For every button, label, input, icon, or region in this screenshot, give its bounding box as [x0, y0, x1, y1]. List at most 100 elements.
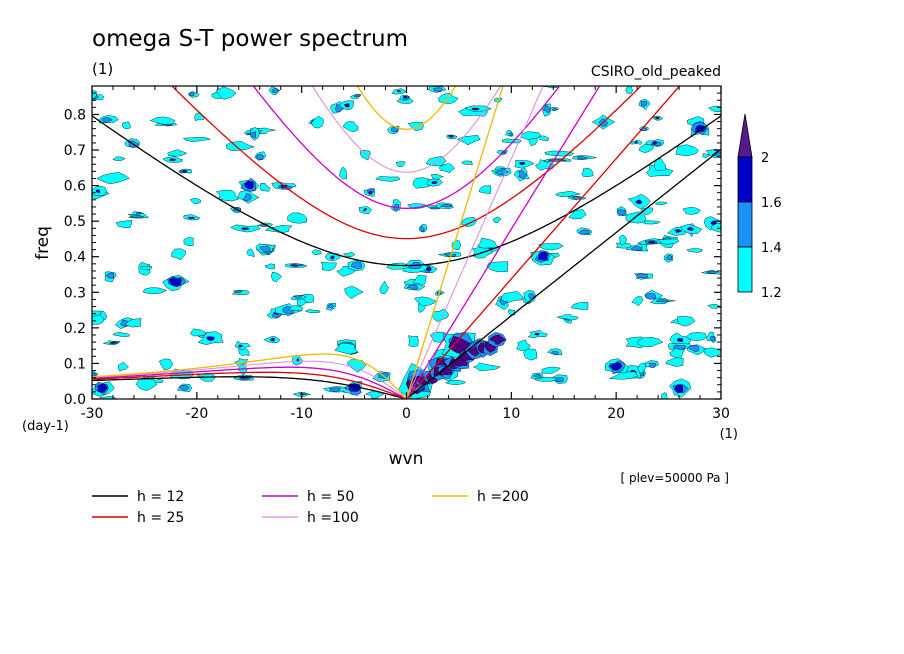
noise-contour-1-2	[183, 237, 194, 247]
noise-contour-1-4	[92, 372, 97, 377]
noise-contour-1-6	[471, 107, 480, 111]
x-axis-label: wvn	[389, 449, 424, 469]
dispersion-curves	[92, 86, 721, 399]
x-tick-label: 10	[502, 406, 520, 422]
model-name: CSIRO_old_peaked	[591, 64, 721, 80]
noise-contour-1-6	[396, 89, 402, 93]
noise-contour-1-2	[246, 248, 255, 258]
noise-contour-1-2	[444, 380, 467, 385]
noise-contour-1-2	[501, 290, 524, 303]
noise-contour-1-2	[287, 212, 308, 224]
noise-contour-1-4	[644, 293, 656, 300]
noise-contour-1-4	[571, 196, 583, 200]
noise-contour-1-6	[290, 264, 299, 267]
noise-contour-1-2	[535, 159, 556, 171]
legend-label-h100: h =100	[307, 510, 359, 526]
noise-contour-1-2	[190, 328, 208, 337]
noise-contour-1-2	[112, 331, 130, 338]
y-tick-label: 0.2	[64, 321, 86, 337]
noise-contour-1-2	[486, 261, 509, 272]
noise-contour-1-6	[656, 116, 660, 120]
noise-contour-1-4	[130, 214, 145, 218]
noise-contour-1-6	[634, 140, 638, 144]
noise-contour-1-2	[665, 357, 684, 367]
noise-contour-1-2	[570, 302, 589, 310]
noise-contour-1-2	[216, 190, 240, 202]
noise-contour-1-2	[676, 316, 696, 327]
inertia-gravity-curve-h200	[356, 86, 457, 130]
noise-contour-1-4	[292, 295, 303, 299]
noise-contour-1-2	[140, 266, 153, 270]
noise-contour-1-2	[121, 121, 131, 129]
peak-contour-core	[244, 180, 254, 189]
rossby-curve-h100	[92, 360, 407, 399]
rossby-curve-h200	[92, 353, 407, 399]
noise-contour-1-2	[657, 238, 680, 245]
legend-label-h200: h =200	[477, 489, 529, 505]
noise-contour-1-4	[630, 246, 643, 251]
noise-contour-1-2	[379, 280, 389, 295]
noise-contour-1-4	[350, 261, 362, 270]
noise-contour-1-4	[578, 229, 591, 235]
axis-ticks	[91, 86, 722, 400]
noise-contour-1-6	[673, 229, 683, 233]
y-tick-label: 0.1	[64, 356, 86, 372]
noise-contour-1-4	[542, 105, 550, 114]
y-tick-label: 0.3	[64, 285, 86, 301]
noise-contour-1-4	[189, 92, 195, 97]
noise-contour-1-2	[707, 304, 721, 309]
noise-contour-1-2	[438, 92, 459, 104]
noise-contour-1-2	[167, 149, 188, 157]
noise-contour-1-2	[555, 190, 581, 197]
colorbar-band-16-2	[737, 156, 753, 203]
noise-contour-1-2	[189, 197, 202, 205]
noise-contour-1-6	[344, 103, 350, 108]
noise-contour-1-2	[661, 392, 668, 399]
noise-contour-1-2	[334, 342, 359, 355]
peak-contour-core	[537, 251, 550, 261]
inertia-gravity-curve-h50	[252, 86, 561, 209]
noise-contour-1-2	[408, 335, 419, 348]
noise-contour-1-4	[242, 193, 252, 202]
noise-contour-1-2	[412, 274, 427, 285]
noise-contour-1-6	[240, 227, 250, 230]
kelvin-curve-h50	[405, 86, 601, 399]
noise-contour-1-2	[523, 348, 538, 361]
noise-contour-1-2	[182, 136, 211, 143]
inertia-gravity-curve-h100	[311, 86, 502, 173]
noise-contour-1-4	[101, 117, 113, 124]
noise-contour-1-2	[339, 166, 347, 180]
noise-contour-1-2	[654, 201, 668, 206]
noise-contour-1-4	[665, 255, 673, 261]
colorbar-label-1-4: 1.4	[761, 241, 782, 256]
noise-contour-1-2	[686, 248, 703, 253]
level-note: [ plev=50000 Pa ]	[620, 471, 729, 485]
spectrum-contours	[92, 86, 721, 399]
noise-contour-1-2	[631, 296, 644, 307]
noise-contour-1-2	[461, 160, 473, 165]
kelvin-curve-h100	[406, 86, 544, 399]
noise-contour-1-4	[518, 170, 528, 179]
noise-contour-1-2	[492, 216, 501, 223]
rossby-curve-h25	[92, 371, 407, 399]
noise-contour-1-6	[402, 95, 407, 99]
noise-contour-1-4	[439, 204, 453, 208]
noise-contour-1-2	[124, 318, 142, 328]
kelvin-curve-h25	[406, 86, 681, 399]
colorbar-label-1-6: 1.6	[761, 196, 782, 211]
noise-contour-1-2	[618, 235, 627, 246]
noise-contour-1-4	[635, 273, 649, 279]
noise-contour-1-4	[687, 344, 700, 353]
noise-contour-1-2	[359, 149, 371, 161]
kelvin-curve-h200	[405, 86, 504, 399]
noise-contour-1-2	[171, 248, 186, 261]
peak-contour-core	[168, 277, 182, 288]
noise-contour-1-2	[344, 285, 364, 299]
noise-contour-1-4	[551, 350, 559, 356]
noise-contour-1-2	[321, 261, 337, 271]
noise-contour-1-2	[270, 271, 282, 283]
noise-contour-1-4	[259, 246, 271, 252]
noise-contour-1-6	[449, 135, 453, 138]
x-units: (1)	[720, 427, 738, 442]
